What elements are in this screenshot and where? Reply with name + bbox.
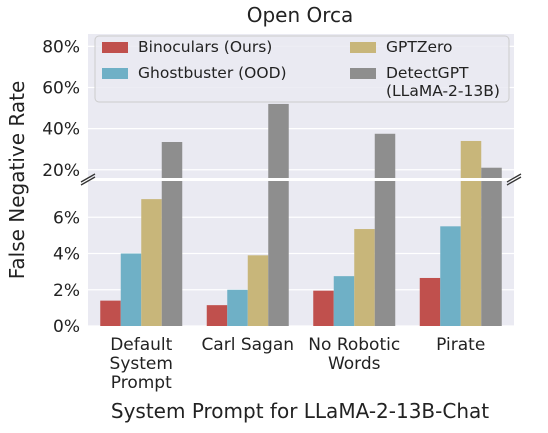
bar — [100, 300, 121, 326]
legend-box — [94, 35, 510, 103]
bar — [374, 181, 396, 326]
legend-swatch — [102, 42, 128, 53]
legend-swatch — [350, 42, 376, 53]
bar — [440, 226, 461, 326]
bar — [460, 140, 482, 178]
break-mark-left-top — [80, 173, 96, 183]
legend-swatch — [350, 68, 376, 79]
bar — [481, 167, 502, 178]
upper-tick-labels: 20% 40% 60% 80% — [42, 37, 80, 180]
upper-tick-label: 40% — [42, 120, 80, 140]
break-mark-right-top — [506, 173, 522, 183]
legend-label: GPTZero — [386, 38, 453, 56]
bar — [161, 181, 183, 326]
bar — [354, 229, 375, 326]
lower-tick-label: 0% — [53, 317, 80, 337]
upper-tick-label: 20% — [42, 161, 80, 181]
lower-tick-labels: 0% 2% 4% 6% — [53, 208, 80, 337]
bar — [206, 305, 228, 326]
bar — [247, 255, 269, 326]
lower-tick-label: 2% — [53, 281, 80, 301]
axis-break-marks — [80, 173, 522, 186]
lower-bars — [100, 181, 502, 326]
upper-bars — [161, 103, 502, 178]
break-mark-left-bottom — [80, 176, 96, 186]
bar — [481, 181, 502, 326]
bar — [313, 290, 334, 326]
category-labels: Default System Prompt Carl Sagan No Robotic W… — [110, 335, 486, 393]
bar — [419, 277, 441, 326]
lower-panel: 0% 2% 4% 6% — [53, 181, 514, 337]
category-label: Pirate — [436, 335, 485, 355]
upper-tick-label: 80% — [42, 37, 80, 57]
bar — [120, 253, 142, 326]
bar — [460, 181, 482, 326]
bar — [161, 142, 183, 178]
bar — [268, 181, 289, 326]
break-mark-right-bottom — [506, 176, 522, 186]
category-label: Default System Prompt — [110, 335, 173, 393]
bar — [141, 199, 162, 326]
legend-label: Binoculars (Ours) — [138, 38, 272, 56]
legend-label: DetectGPT (LLaMA-2-13B) — [386, 64, 500, 100]
category-label: Carl Sagan — [201, 335, 294, 355]
legend-label: Ghostbuster (OOD) — [138, 64, 287, 82]
bar — [227, 289, 248, 326]
legend-swatch — [102, 68, 128, 79]
lower-tick-label: 6% — [53, 208, 80, 228]
bar — [374, 133, 396, 178]
bar — [333, 276, 355, 326]
x-axis-label: System Prompt for LLaMA-2-13B-Chat — [111, 399, 489, 423]
lower-tick-label: 4% — [53, 245, 80, 265]
upper-tick-label: 60% — [42, 78, 80, 98]
legend: Binoculars (Ours) Ghostbuster (OOD) GPTZer… — [94, 35, 510, 103]
category-label: No Robotic Words — [308, 335, 400, 374]
chart-title: Open Orca — [247, 3, 354, 27]
y-axis-label: False Negative Rate — [5, 81, 29, 280]
bar — [268, 103, 289, 178]
